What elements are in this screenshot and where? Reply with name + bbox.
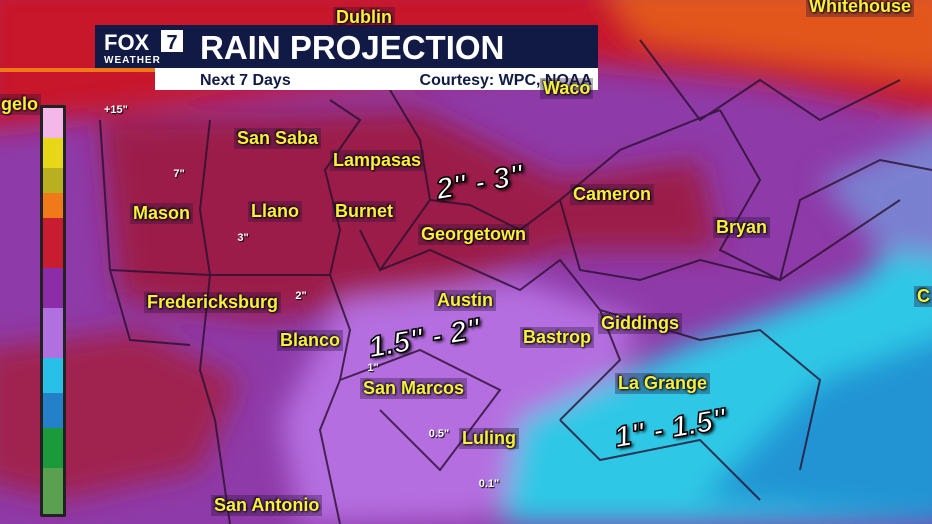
- city-label: San Marcos: [360, 378, 468, 399]
- city-label: Lampasas: [330, 150, 425, 171]
- city-label: Llano: [248, 201, 302, 222]
- logo-main: FOX: [104, 30, 150, 55]
- city-label: San Antonio: [211, 495, 323, 516]
- city-label: Blanco: [277, 330, 344, 351]
- legend-label: 3": [237, 232, 249, 244]
- city-label: Austin: [434, 290, 496, 311]
- city-label: La Grange: [615, 373, 711, 394]
- logo-box: [161, 30, 183, 52]
- city-label: Giddings: [598, 313, 682, 334]
- legend-bar: [40, 105, 66, 517]
- legend-label: 0.5": [428, 428, 450, 440]
- city-label: Fredericksburg: [144, 292, 282, 313]
- city-label: gelo: [0, 94, 42, 115]
- city-label: Whitehouse: [806, 0, 914, 17]
- city-label: Cameron: [570, 184, 655, 205]
- city-label: Burnet: [332, 201, 396, 222]
- city-label: Georgetown: [418, 224, 530, 245]
- city-label: Bryan: [713, 217, 771, 238]
- title: RAIN PROJECTION: [200, 29, 504, 66]
- legend-label: +15": [104, 104, 128, 116]
- subtitle: Next 7 Days: [200, 72, 291, 89]
- city-label: Luling: [459, 428, 519, 449]
- credit: Courtesy: WPC, NOAA: [420, 72, 593, 89]
- city-label: San Saba: [234, 128, 322, 149]
- city-label: Mason: [130, 203, 194, 224]
- city-label: C: [914, 286, 932, 307]
- logo-number: 7: [166, 32, 177, 54]
- logo-sub: WEATHER: [104, 55, 161, 66]
- subtitle-bar: [155, 68, 598, 90]
- city-label: Waco: [540, 78, 594, 99]
- city-label: Dublin: [333, 7, 395, 28]
- legend-label: 0.1": [478, 478, 500, 490]
- legend-label: 2": [295, 290, 307, 302]
- city-label: Bastrop: [520, 327, 595, 348]
- accent-line: [0, 68, 160, 72]
- legend-label: 7": [173, 168, 185, 180]
- legend-label: 1": [367, 362, 379, 374]
